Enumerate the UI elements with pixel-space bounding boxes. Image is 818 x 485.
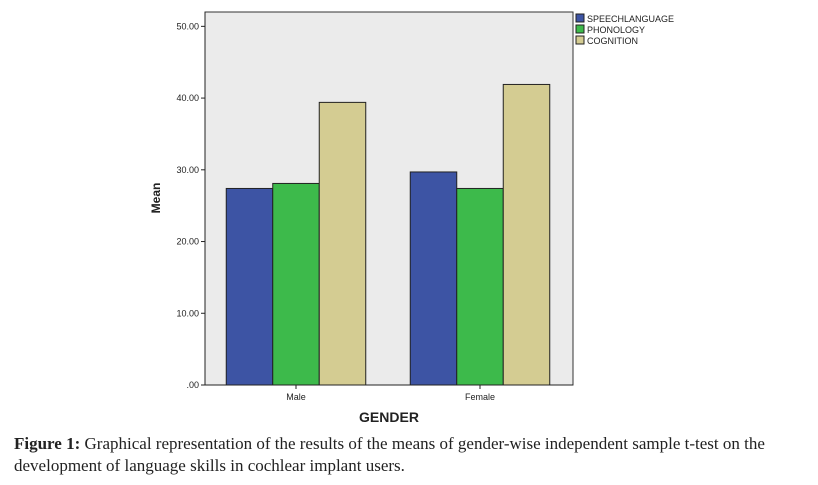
bar-cognition-female bbox=[502, 83, 551, 386]
x-tick-label: Female bbox=[465, 392, 495, 402]
legend-label: SPEECHLANGUAGE bbox=[587, 14, 674, 24]
x-axis: Male Female bbox=[205, 384, 573, 402]
bars-group bbox=[225, 83, 551, 386]
bar-speechlanguage-male bbox=[225, 187, 274, 386]
bar-speechlanguage-female bbox=[409, 171, 458, 386]
y-tick-label: 40.00 bbox=[176, 93, 199, 103]
legend-swatch bbox=[575, 13, 585, 23]
legend-label: PHONOLOGY bbox=[587, 25, 645, 35]
legend-swatch bbox=[575, 24, 585, 34]
x-axis-label: GENDER bbox=[359, 409, 419, 425]
y-tick-label: 50.00 bbox=[176, 21, 199, 31]
figure-caption-text: Graphical representation of the results … bbox=[14, 434, 765, 475]
y-tick-label: 10.00 bbox=[176, 308, 199, 318]
legend-label: COGNITION bbox=[587, 36, 638, 46]
y-tick-label: 30.00 bbox=[176, 165, 199, 175]
figure-caption-label: Figure 1: bbox=[14, 434, 81, 453]
y-axis: .00 10.00 20.00 30.00 40.00 50.00 bbox=[176, 12, 206, 390]
bar-phonology-male bbox=[272, 182, 320, 386]
bar-cognition-male bbox=[318, 101, 367, 386]
y-tick-label: .00 bbox=[186, 380, 199, 390]
figure-caption: Figure 1: Graphical representation of th… bbox=[14, 433, 814, 477]
y-axis-label: Mean bbox=[149, 183, 163, 214]
bar-phonology-female bbox=[456, 187, 504, 386]
legend-swatch bbox=[575, 35, 585, 45]
y-tick-label: 20.00 bbox=[176, 237, 199, 247]
x-tick-label: Male bbox=[286, 392, 306, 402]
